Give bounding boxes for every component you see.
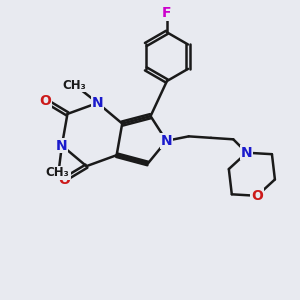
Text: CH₃: CH₃ (62, 79, 86, 92)
Text: N: N (160, 134, 172, 148)
Text: CH₃: CH₃ (46, 167, 69, 179)
Text: O: O (58, 172, 70, 187)
Text: O: O (39, 94, 51, 107)
Text: O: O (251, 189, 263, 203)
Text: N: N (56, 139, 68, 152)
Text: N: N (92, 96, 103, 110)
Text: F: F (162, 6, 172, 20)
Text: N: N (241, 146, 253, 160)
